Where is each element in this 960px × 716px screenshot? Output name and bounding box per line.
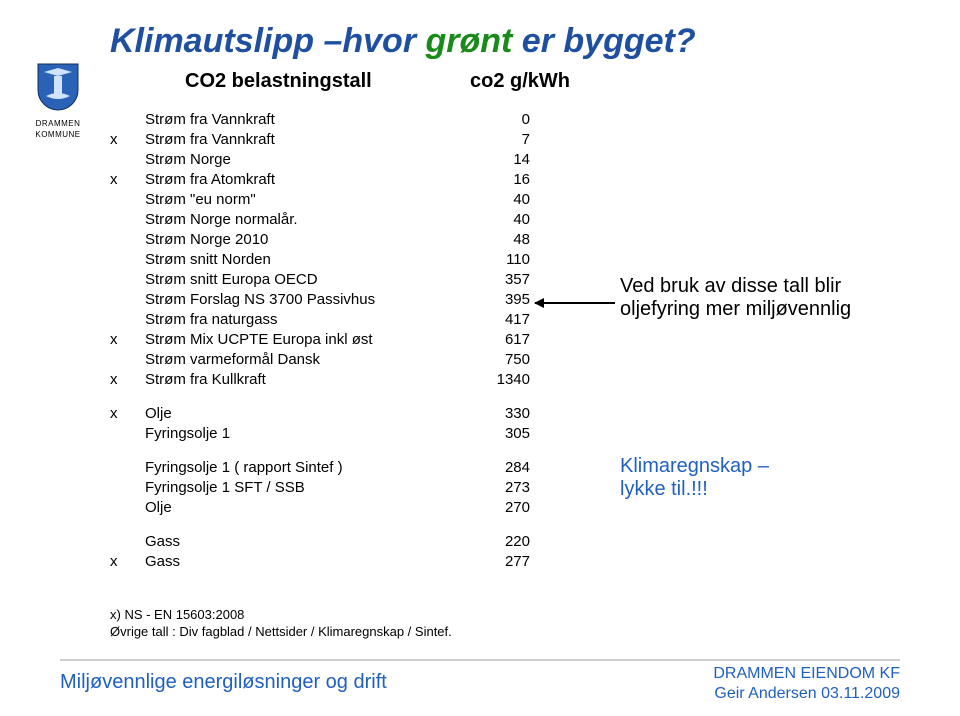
row-label: Strøm fra Vannkraft: [145, 130, 470, 150]
slide: DRAMMEN KOMMUNE Klimautslipp –hvor grønt…: [0, 0, 960, 716]
row-value: 617: [470, 330, 530, 350]
table-row: Fyringsolje 1 ( rapport Sintef )284: [110, 458, 530, 478]
row-label: Gass: [145, 552, 470, 572]
row-value: 16: [470, 170, 530, 190]
table-spacer: [110, 518, 530, 532]
row-label: Strøm varmeformål Dansk: [145, 350, 470, 370]
row-label: Strøm Norge: [145, 150, 470, 170]
footer-right-line1: DRAMMEN EIENDOM KF: [713, 665, 900, 682]
annotation-usage-line1: Ved bruk av disse tall blir: [620, 275, 841, 297]
row-label: Strøm fra Atomkraft: [145, 170, 470, 190]
municipal-logo: DRAMMEN KOMMUNE: [18, 62, 98, 139]
table-row: xStrøm fra Vannkraft7: [110, 130, 530, 150]
annotation-usage: Ved bruk av disse tall blir oljefyring m…: [620, 275, 920, 321]
subheader-left: CO2 belastningstall: [185, 70, 372, 93]
row-value: 284: [470, 458, 530, 478]
table-row: Strøm fra naturgass417: [110, 310, 530, 330]
annotation-blue-line1: Klimaregnskap –: [620, 455, 769, 477]
title-green: grønt: [426, 22, 513, 60]
title-suffix: er bygget?: [512, 22, 695, 60]
table-row: Strøm Norge 201048: [110, 230, 530, 250]
footnote-2: Øvrige tall : Div fagblad / Nettsider / …: [110, 623, 452, 640]
table-row: Olje270: [110, 498, 530, 518]
row-mark: x: [110, 170, 145, 190]
row-value: 750: [470, 350, 530, 370]
row-value: 305: [470, 424, 530, 444]
row-label: Fyringsolje 1: [145, 424, 470, 444]
row-label: Strøm "eu norm": [145, 190, 470, 210]
row-value: 1340: [470, 370, 530, 390]
row-label: Fyringsolje 1 SFT / SSB: [145, 478, 470, 498]
table-row: xStrøm Mix UCPTE Europa inkl øst617: [110, 330, 530, 350]
row-label: Strøm snitt Norden: [145, 250, 470, 270]
table-row: xStrøm fra Kullkraft1340: [110, 370, 530, 390]
row-label: Strøm Norge normalår.: [145, 210, 470, 230]
row-mark: x: [110, 130, 145, 150]
row-label: Strøm Forslag NS 3700 Passivhus: [145, 290, 470, 310]
table-row: xStrøm fra Atomkraft16: [110, 170, 530, 190]
annotation-blue-line2: lykke til.!!!: [620, 478, 708, 500]
row-label: Strøm Norge 2010: [145, 230, 470, 250]
row-value: 270: [470, 498, 530, 518]
row-value: 48: [470, 230, 530, 250]
title-prefix: Klimautslipp –hvor: [110, 22, 426, 60]
table-row: Strøm Forslag NS 3700 Passivhus395: [110, 290, 530, 310]
row-value: 7: [470, 130, 530, 150]
row-value: 395: [470, 290, 530, 310]
row-value: 40: [470, 210, 530, 230]
annotation-blue: Klimaregnskap – lykke til.!!!: [620, 455, 900, 501]
table-row: Fyringsolje 1305: [110, 424, 530, 444]
row-value: 0: [470, 110, 530, 130]
table-row: Strøm varmeformål Dansk750: [110, 350, 530, 370]
shield-icon: [36, 62, 80, 112]
row-mark: x: [110, 404, 145, 424]
arrow-icon: [535, 302, 615, 304]
table-row: Strøm snitt Norden110: [110, 250, 530, 270]
table-row: Strøm "eu norm"40: [110, 190, 530, 210]
annotation-usage-line2: oljefyring mer miljøvennlig: [620, 298, 851, 320]
row-mark: x: [110, 330, 145, 350]
row-label: Strøm fra naturgass: [145, 310, 470, 330]
footnote-1: x) NS - EN 15603:2008: [110, 606, 452, 623]
footer-right-line2: Geir Andersen 03.11.2009: [714, 685, 900, 702]
row-value: 417: [470, 310, 530, 330]
row-label: Fyringsolje 1 ( rapport Sintef ): [145, 458, 470, 478]
row-value: 220: [470, 532, 530, 552]
logo-text-line2: KOMMUNE: [18, 130, 98, 139]
footer-rule: [60, 659, 900, 661]
table-row: Gass220: [110, 532, 530, 552]
row-label: Gass: [145, 532, 470, 552]
logo-text-line1: DRAMMEN: [18, 119, 98, 128]
row-label: Strøm fra Vannkraft: [145, 110, 470, 130]
table-row: Strøm fra Vannkraft0: [110, 110, 530, 130]
emissions-table: Strøm fra Vannkraft0xStrøm fra Vannkraft…: [110, 110, 530, 572]
row-label: Strøm Mix UCPTE Europa inkl øst: [145, 330, 470, 350]
footnotes: x) NS - EN 15603:2008 Øvrige tall : Div …: [110, 606, 452, 640]
table-spacer: [110, 444, 530, 458]
table-row: xGass277: [110, 552, 530, 572]
row-value: 110: [470, 250, 530, 270]
table-row: Strøm Norge normalår.40: [110, 210, 530, 230]
row-value: 273: [470, 478, 530, 498]
row-label: Olje: [145, 404, 470, 424]
row-mark: x: [110, 370, 145, 390]
table-row: xOlje330: [110, 404, 530, 424]
page-title: Klimautslipp –hvor grønt er bygget?: [110, 22, 696, 61]
footer-right: DRAMMEN EIENDOM KF Geir Andersen 03.11.2…: [713, 664, 900, 704]
row-value: 357: [470, 270, 530, 290]
row-label: Strøm snitt Europa OECD: [145, 270, 470, 290]
table-spacer: [110, 390, 530, 404]
row-value: 40: [470, 190, 530, 210]
row-label: Olje: [145, 498, 470, 518]
row-value: 330: [470, 404, 530, 424]
row-label: Strøm fra Kullkraft: [145, 370, 470, 390]
row-value: 14: [470, 150, 530, 170]
row-value: 277: [470, 552, 530, 572]
table-row: Strøm snitt Europa OECD357: [110, 270, 530, 290]
footer-left: Miljøvennlige energiløsninger og drift: [60, 671, 387, 694]
subheader-right: co2 g/kWh: [470, 70, 570, 93]
table-row: Fyringsolje 1 SFT / SSB273: [110, 478, 530, 498]
row-mark: x: [110, 552, 145, 572]
table-row: Strøm Norge14: [110, 150, 530, 170]
